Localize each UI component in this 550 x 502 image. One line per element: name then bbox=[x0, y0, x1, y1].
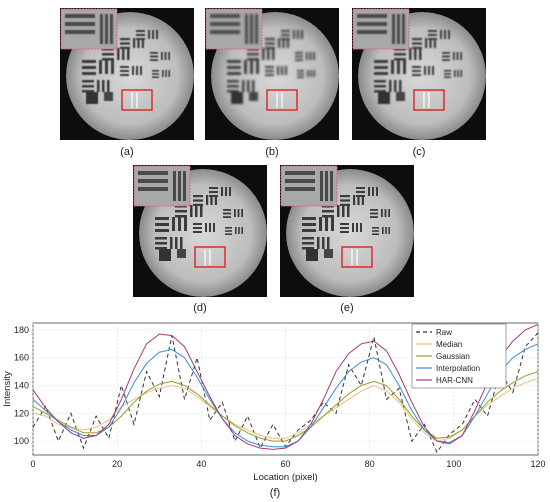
region-of-interest-box bbox=[266, 89, 298, 111]
y-tick-label: 120 bbox=[14, 408, 29, 418]
panel-e-image bbox=[280, 165, 414, 297]
series-line-har-cnn bbox=[32, 323, 539, 450]
y-tick-label: 180 bbox=[14, 325, 29, 335]
resolution-target-bars bbox=[82, 30, 170, 104]
zoom-inset bbox=[205, 8, 263, 50]
legend-entry: Median bbox=[436, 340, 462, 349]
region-of-interest-box bbox=[194, 246, 226, 268]
series-lines bbox=[32, 323, 539, 454]
zoom-inset bbox=[280, 165, 338, 207]
series-line-gaussian bbox=[32, 371, 539, 442]
panel-b-label: (b) bbox=[265, 146, 279, 158]
x-tick-label: 80 bbox=[365, 459, 375, 469]
region-of-interest-box bbox=[413, 89, 445, 111]
panel-a-label: (a) bbox=[120, 146, 134, 158]
figure-f-label: (f) bbox=[269, 487, 281, 499]
region-of-interest-box bbox=[121, 89, 153, 111]
x-axis-label: Location (pixel) bbox=[253, 472, 317, 483]
y-tick-label: 160 bbox=[14, 353, 29, 363]
panel-d-image bbox=[133, 165, 267, 297]
panel-a-image bbox=[60, 8, 194, 140]
panel-e-label: (e) bbox=[340, 302, 354, 314]
panel-b-image bbox=[205, 8, 339, 140]
legend: Raw Median Gaussian Interpolation HAR-CNN bbox=[411, 323, 507, 389]
panel-d-label: (d) bbox=[193, 302, 207, 314]
x-tick-label: 40 bbox=[196, 459, 206, 469]
y-axis-label: Intensity bbox=[2, 371, 13, 407]
legend-entry: HAR-CNN bbox=[436, 376, 473, 385]
zoom-inset bbox=[133, 165, 191, 207]
x-tick-label: 100 bbox=[446, 459, 461, 469]
legend-entry: Interpolation bbox=[436, 364, 480, 373]
intensity-line-chart: 0 20 40 60 80 100 120 100 120 140 160 180 Location (… bbox=[2, 322, 546, 483]
legend-entry: Gaussian bbox=[436, 352, 470, 361]
panel-c-label: (c) bbox=[412, 146, 426, 158]
x-tick-label: 0 bbox=[30, 459, 35, 469]
zoom-inset bbox=[60, 8, 118, 50]
legend-entry: Raw bbox=[436, 328, 452, 337]
resolution-target-bars bbox=[227, 30, 315, 104]
resolution-target-bars bbox=[155, 187, 243, 261]
resolution-target-bars bbox=[374, 30, 462, 104]
series-line-median bbox=[32, 378, 539, 442]
zoom-inset bbox=[352, 8, 410, 50]
resolution-target-bars bbox=[302, 187, 390, 261]
x-tick-label: 20 bbox=[112, 459, 122, 469]
y-tick-label: 100 bbox=[14, 436, 29, 446]
x-tick-label: 120 bbox=[530, 459, 545, 469]
region-of-interest-box bbox=[341, 246, 373, 268]
y-tick-label: 140 bbox=[14, 381, 29, 391]
x-tick-label: 60 bbox=[280, 459, 290, 469]
series-line-interpolation bbox=[32, 343, 539, 448]
panel-c-image bbox=[352, 8, 486, 140]
